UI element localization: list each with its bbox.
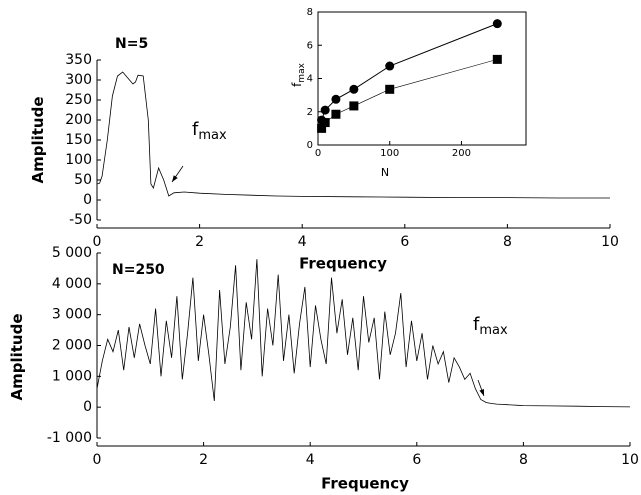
y-tick-label: 350: [65, 52, 92, 68]
annotation-arrowhead: [479, 389, 484, 396]
y-tick-label: 4 000: [52, 276, 92, 292]
y-tick-label: 0: [83, 399, 92, 415]
x-tick-label: 4: [298, 234, 307, 250]
x-tick-label: 10: [601, 234, 619, 250]
y-tick-label: 100: [65, 152, 92, 168]
y-tick-label: -50: [69, 212, 92, 228]
y-tick-label: -1 000: [47, 430, 92, 446]
x-tick-label: 8: [503, 234, 512, 250]
marker-square: [492, 54, 502, 64]
y-axis-label-text: f: [290, 82, 304, 87]
x-tick-label: 200: [452, 148, 471, 159]
annotation-text: f: [192, 119, 199, 140]
x-tick-label: 8: [519, 452, 528, 468]
marker-square: [320, 118, 330, 128]
x-tick-label: 4: [306, 452, 315, 468]
annotation: fmax: [473, 314, 508, 338]
y-tick-label: 250: [65, 92, 92, 108]
marker-square: [317, 123, 327, 133]
y-tick-label: 6: [307, 40, 313, 51]
y-tick-label: 50: [74, 172, 92, 188]
marker-circle: [331, 94, 341, 104]
y-axis-label: Amplitude: [29, 96, 47, 183]
y-tick-label: 300: [65, 72, 92, 88]
annotation-text: f: [473, 314, 480, 335]
x-axis-label: Frequency: [299, 255, 387, 273]
marker-circle: [349, 84, 359, 94]
x-tick-label: 2: [195, 234, 204, 250]
y-tick-label: 5 000: [52, 245, 92, 261]
y-axis-label: fmax: [290, 62, 307, 87]
inset-frame: [317, 11, 527, 146]
chart-title: N=250: [112, 262, 165, 278]
y-axis-label-subscript: max: [297, 62, 307, 82]
y-tick-label: 2: [307, 107, 313, 118]
x-tick-label: 0: [93, 452, 102, 468]
x-tick-label: 0: [93, 234, 102, 250]
x-tick-label: 100: [380, 148, 399, 159]
y-tick-label: 3 000: [52, 307, 92, 323]
annotation-subscript: max: [198, 128, 227, 143]
x-axis-label: N: [381, 166, 389, 179]
x-tick-label: 10: [621, 452, 639, 468]
y-tick-label: 2 000: [52, 338, 92, 354]
x-tick-label: 6: [412, 452, 421, 468]
spectrum-line: [96, 259, 631, 408]
marker-square: [349, 101, 359, 111]
y-tick-label: 150: [65, 132, 92, 148]
y-tick-label: 8: [307, 7, 313, 18]
y-tick-label: 200: [65, 112, 92, 128]
y-tick-label: 0: [307, 140, 313, 151]
marker-circle: [385, 61, 395, 71]
annotation-subscript: max: [479, 323, 508, 338]
marker-square: [385, 84, 395, 94]
annotation-arrowhead: [172, 175, 178, 182]
y-axis-label-text: Amplitude: [8, 313, 26, 400]
x-tick-label: 2: [199, 452, 208, 468]
x-tick-label: 0: [315, 148, 321, 159]
y-tick-label: 4: [307, 74, 313, 85]
chart-title: N=5: [115, 36, 148, 52]
spectrum-line: [96, 71, 610, 199]
x-tick-label: 6: [400, 234, 409, 250]
y-tick-label: 1 000: [52, 368, 92, 384]
annotation: fmax: [192, 119, 227, 143]
marker-circle: [320, 105, 330, 115]
y-axis-label: Amplitude: [8, 313, 26, 400]
y-axis-label-text: Amplitude: [29, 96, 47, 183]
y-tick-label: 0: [83, 192, 92, 208]
marker-square: [331, 109, 341, 119]
marker-circle: [492, 19, 502, 29]
x-axis-label: Frequency: [321, 475, 409, 493]
